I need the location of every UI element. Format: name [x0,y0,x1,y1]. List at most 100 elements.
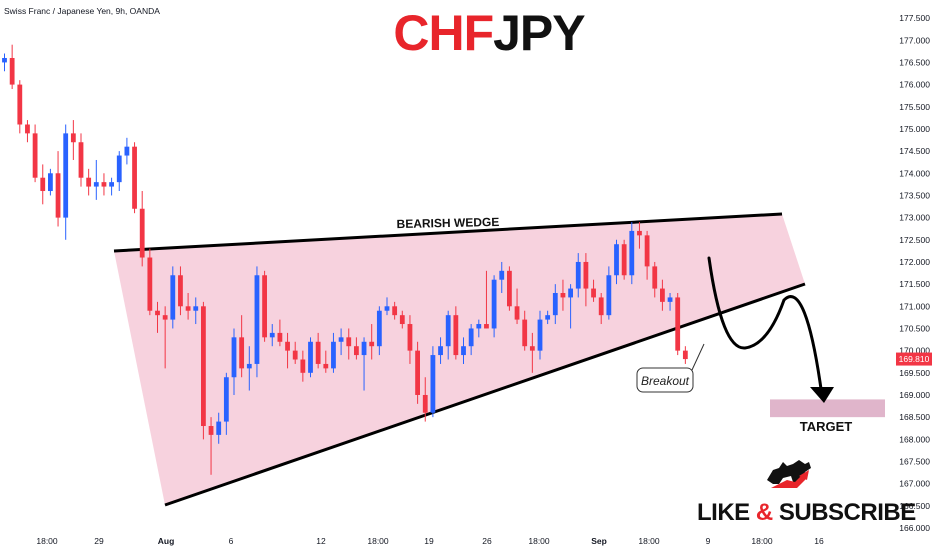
price-tick-label: 171.500 [899,279,930,289]
candle-body [491,279,497,329]
candle-body [63,133,69,218]
candle-body [208,426,214,435]
candle-body [17,84,23,125]
price-axis[interactable]: 177.500 177.000 176.500 176.000 175.500 175.0… [899,13,930,533]
candle-body [484,324,489,329]
candle-body [269,332,275,338]
candle-body [170,275,176,320]
candle-body [178,275,183,307]
time-tick-label: Sep [591,536,607,546]
candle-body [514,306,520,320]
candle-body [468,328,474,347]
candle-body [147,257,153,311]
candle-body [652,266,658,289]
candle-body [70,133,76,143]
projection-arrow-icon [810,387,834,403]
wedge-label: BEARISH WEDGE [396,215,499,231]
wedge-upper-trendline [113,212,783,253]
candle-body [399,315,405,325]
price-tick-label: 177.500 [899,13,930,23]
price-tick-label: 175.000 [899,124,930,134]
candle-body [25,124,30,134]
breakout-pointer [691,343,705,371]
candle-body [461,346,466,356]
target-label: TARGET [800,419,853,434]
price-tick-label: 166.500 [899,501,930,511]
time-tick-label: 18:00 [638,536,660,546]
candle-body [422,394,428,413]
target-zone [770,399,885,418]
like-subscribe-cta[interactable]: LIKE & SUBSCRIBE [697,499,917,526]
candle-body [346,337,352,347]
time-tick-label: 19 [424,536,434,546]
price-tick-label: 177.000 [899,35,930,45]
candle-body [453,315,459,356]
candle-body [675,297,681,351]
time-tick-label: 26 [482,536,492,546]
candle-body [331,341,336,369]
breakout-callout [636,367,694,393]
bearish-wedge-zone [114,214,805,505]
current-price-badge [896,352,932,366]
candle-body [499,270,505,280]
price-tick-label: 169.500 [899,368,930,378]
candle-body [445,315,451,347]
candle-body [315,341,321,364]
time-tick-label: 18:00 [528,536,550,546]
price-tick-label: 172.500 [899,235,930,245]
candle-body [300,359,306,373]
candle-body [93,182,99,187]
time-tick-label: 12 [316,536,326,546]
candle-body [185,306,191,311]
price-tick-label: 175.500 [899,102,930,112]
candle-body [262,275,267,338]
candle-body [223,377,229,422]
price-tick-label: 167.000 [899,479,930,489]
time-tick-label: 18:00 [751,536,773,546]
price-tick-label: 176.500 [899,57,930,67]
candle-body [667,297,673,302]
candle-body [660,288,665,302]
candle-body [392,306,398,316]
price-tick-label: 169.000 [899,390,930,400]
time-axis[interactable]: 18:00 29 Aug 6 12 18:00 19 26 18:00 Sep 18:00 9 18:0… [36,536,824,546]
candle-body [369,341,375,347]
price-tick-label: 173.000 [899,213,930,223]
instrument-header: Swiss Franc / Japanese Yen, 9h, OANDA [4,6,160,16]
candle-body [552,292,558,316]
candle-body [55,173,61,218]
candle-body [415,350,420,395]
price-tick-label: 176.000 [899,80,930,90]
candle-body [606,275,612,316]
candle-body [86,177,92,187]
candle-body [614,244,619,276]
candle-body [430,355,436,413]
candle-body [568,288,573,298]
candle-body [9,57,15,85]
title-part2: JPY [493,5,585,61]
candle-body [338,337,344,342]
candle-body [193,306,199,311]
candle-body [575,261,581,289]
candle-body [407,324,413,351]
page-title: CHFJPY [393,5,585,61]
candle-body [629,230,635,276]
candle-body [139,208,145,258]
price-tick-label: 172.000 [899,257,930,267]
candle-body [216,421,222,435]
candle-body [476,324,482,329]
candle-body [537,319,543,351]
candle-body [2,57,7,63]
time-tick-label: 29 [94,536,104,546]
projection-path [707,256,824,398]
price-tick-label: 168.000 [899,434,930,444]
price-tick-label: 171.000 [899,301,930,311]
candle-body [292,350,298,360]
candle-body [162,315,168,320]
candle-body [591,288,596,298]
candle-body [323,363,329,369]
candle-body [239,337,245,369]
candle-body [116,155,122,183]
candle-body [124,146,130,156]
